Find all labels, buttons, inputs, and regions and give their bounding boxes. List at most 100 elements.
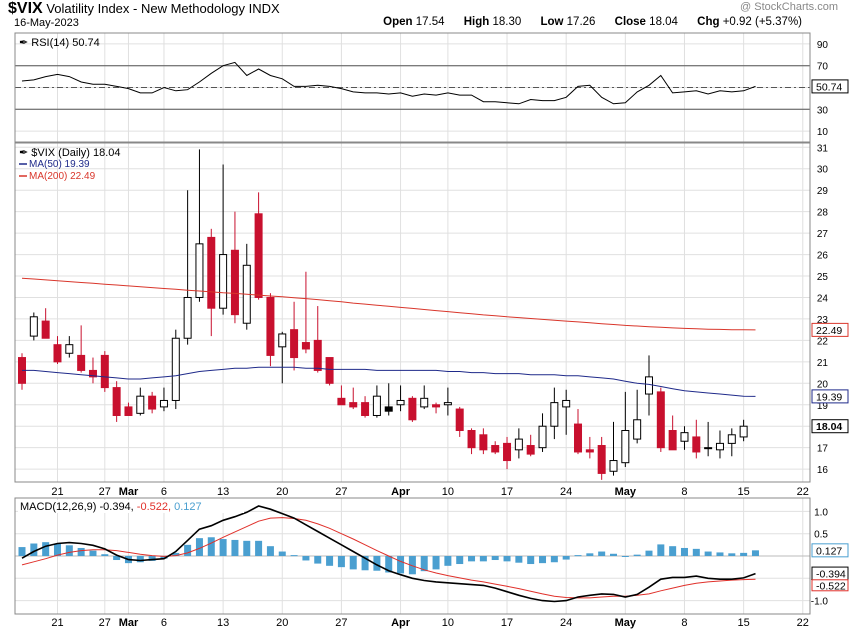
macd-histogram-bar	[255, 540, 263, 556]
candle-body	[313, 339, 322, 371]
x-tick-label-bottom: 27	[335, 617, 347, 629]
macd-histogram-bar	[479, 556, 487, 562]
price-y-tick: 17	[817, 444, 829, 455]
x-tick-label: 27	[335, 486, 347, 498]
macd-histogram-bar	[18, 547, 26, 556]
rsi-panel-frame	[14, 32, 811, 143]
candle-body	[41, 320, 50, 339]
ma50-legend: MA(50) 19.39	[29, 159, 90, 170]
macd-histogram-bar	[337, 556, 345, 568]
price-y-tick: 26	[817, 251, 829, 262]
candle-body	[739, 425, 748, 438]
ma200-last-label-box	[811, 322, 849, 337]
x-tick-label: 24	[560, 486, 572, 498]
macd-histogram-bar	[77, 547, 85, 556]
candle-body	[112, 387, 121, 416]
candle-body	[65, 344, 74, 354]
chart-title: $VIX Volatility Index - New Methodology …	[8, 0, 280, 18]
macd-histogram-bar	[751, 550, 759, 556]
candle-body	[503, 442, 512, 462]
rsi-y-tick: 70	[817, 62, 829, 73]
x-tick-label-bottom: 20	[276, 617, 288, 629]
ohlc-change: Chg +0.92 (+5.37%)	[697, 16, 802, 28]
macd-histogram-bar	[290, 555, 298, 557]
macd-histogram-bar	[373, 556, 381, 571]
ohlc-close: Close 18.04	[614, 16, 678, 28]
macd-histogram-bar	[53, 543, 61, 556]
price-y-tick: 23	[817, 315, 829, 326]
x-tick-label-bottom: 6	[161, 617, 167, 629]
price-y-tick: 27	[817, 229, 829, 240]
x-tick-label: 20	[276, 486, 288, 498]
x-tick-label: 21	[51, 486, 63, 498]
macd-hist-last-label: 0.127	[816, 545, 842, 557]
x-tick-label-bottom: 13	[217, 617, 229, 629]
macd-histogram-bar	[515, 556, 523, 563]
candle-body	[207, 236, 216, 309]
ma200-last-label: 22.49	[816, 325, 842, 337]
price-last-label: 18.04	[816, 421, 842, 433]
candle-body	[337, 397, 346, 406]
macd-histogram-bar	[468, 556, 476, 562]
rsi-line	[21, 61, 756, 105]
candle-body	[550, 402, 559, 427]
price-y-tick: 25	[817, 272, 829, 283]
macd-histogram-bar	[550, 556, 558, 563]
candle-body	[384, 406, 393, 412]
candle-body	[219, 254, 228, 309]
x-tick-label-bottom: 22	[797, 617, 809, 629]
macd-histogram-bar	[692, 548, 700, 556]
x-tick-label: 6	[161, 486, 167, 498]
candle-body	[680, 432, 689, 442]
x-tick-label: Apr	[391, 486, 411, 498]
macd-line	[21, 505, 756, 603]
candle-body	[361, 402, 370, 416]
rsi-last-label: 50.74	[816, 81, 842, 93]
macd-histogram-bar	[432, 556, 440, 570]
macd-histogram-bar	[610, 553, 617, 556]
macd-legend: MACD(12,26,9) -0.394, -0.522, 0.127	[20, 501, 202, 513]
macd-y-tick: 1.0	[814, 507, 828, 518]
candle-body	[408, 397, 417, 421]
price-y-tick: 20	[817, 379, 829, 390]
candle-body	[420, 397, 429, 408]
x-tick-label-bottom: Apr	[391, 617, 411, 629]
ohlc-open: Open 17.54	[383, 16, 445, 28]
candle-body	[100, 354, 109, 389]
candle-body	[88, 369, 97, 378]
macd-histogram-bar	[397, 556, 405, 574]
macd-histogram-bar	[716, 552, 724, 556]
ma200-line	[21, 277, 756, 331]
macd-histogram-bar	[172, 552, 180, 556]
macd-panel-frame	[14, 497, 811, 615]
macd-histogram-bar	[680, 547, 688, 556]
candle-body	[195, 243, 204, 298]
macd-histogram-bar	[586, 553, 594, 556]
price-panel-frame	[14, 142, 811, 483]
candle-body	[349, 402, 358, 408]
x-tick-label-bottom: 17	[501, 617, 513, 629]
macd-histogram-bar	[219, 539, 227, 556]
candle-body	[715, 442, 724, 451]
rsi-legend: ✒ RSI(14) 50.74	[19, 37, 100, 49]
candle-body	[633, 419, 642, 440]
candle-body	[609, 460, 618, 472]
candle-body	[372, 395, 381, 416]
candle-body	[443, 402, 452, 406]
macd-histogram-bar	[704, 551, 712, 556]
candle-body	[621, 430, 630, 464]
x-tick-label-bottom: Mar	[119, 617, 139, 629]
x-tick-label: 15	[738, 486, 750, 498]
macd-histogram-bar	[456, 556, 464, 565]
candle-body	[148, 395, 157, 410]
macd-histogram-bar	[302, 556, 310, 561]
candle-body	[538, 425, 547, 449]
macd-hist-last-label-box	[811, 543, 849, 558]
x-tick-label-bottom: 21	[51, 617, 63, 629]
ohlc-low: Low 17.26	[540, 16, 596, 28]
ohlc-summary: Open 17.54 High 18.30 Low 17.26 Close 18…	[383, 16, 818, 28]
x-tick-label: 27	[99, 486, 111, 498]
x-tick-label: 13	[217, 486, 229, 498]
macd-histogram-bar	[728, 553, 736, 556]
macd-histogram-bar	[30, 543, 38, 556]
